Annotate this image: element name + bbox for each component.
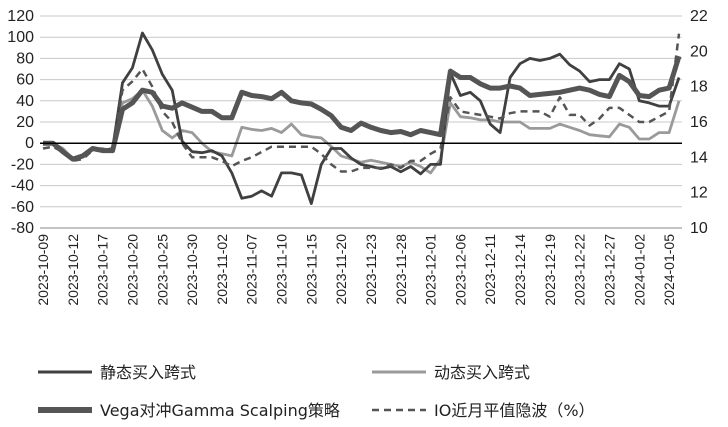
y-right-tick-label: 22 <box>690 8 708 25</box>
legend-label-io-iv: IO近月平值隐波（%） <box>434 401 595 420</box>
legend-label-static-straddle: 静态买入跨式 <box>100 363 196 382</box>
x-tick-label: 2023-12-01 <box>423 234 439 306</box>
y-axis-right: 10 12 14 16 18 20 22 <box>690 8 708 237</box>
legend-label-vega-gamma: Vega对冲Gamma Scalping策略 <box>100 401 340 420</box>
x-tick-label: 2023-10-09 <box>35 234 51 306</box>
x-tick-label: 2023-11-15 <box>303 234 319 305</box>
x-tick-label: 2023-10-30 <box>184 234 200 306</box>
x-tick-label: 2023-11-28 <box>393 234 409 305</box>
x-tick-label: 2024-01-02 <box>631 234 647 306</box>
dynamic-straddle-line <box>43 88 681 175</box>
y-left-tick-label: -60 <box>11 199 34 216</box>
y-right-tick-label: 16 <box>690 114 708 131</box>
y-right-tick-label: 18 <box>690 79 708 96</box>
x-tick-label: 2023-11-20 <box>333 234 349 305</box>
x-tick-label: 2023-12-19 <box>542 234 558 306</box>
y-axis-left: -80 -60 -40 -20 0 20 40 60 80 100 120 <box>7 8 34 237</box>
y-left-tick-label: -40 <box>11 178 34 195</box>
x-tick-label: 2023-12-27 <box>601 234 617 306</box>
x-tick-label: 2023-11-02 <box>214 234 230 305</box>
x-tick-label: 2023-11-23 <box>363 234 379 305</box>
y-left-tick-label: 80 <box>16 50 34 67</box>
y-left-tick-label: 60 <box>16 72 34 89</box>
y-left-tick-label: 100 <box>7 29 34 46</box>
y-right-tick-label: 14 <box>690 149 708 166</box>
x-tick-label: 2023-10-20 <box>124 234 140 306</box>
legend-item-vega-gamma: Vega对冲Gamma Scalping策略 <box>38 401 340 420</box>
x-tick-label: 2023-12-22 <box>572 234 588 306</box>
x-tick-label: 2023-12-14 <box>512 234 528 306</box>
x-tick-label: 2023-10-17 <box>95 234 111 306</box>
static-straddle-line <box>43 31 681 206</box>
y-left-tick-label: -80 <box>11 220 34 237</box>
x-tick-label: 2024-01-05 <box>661 234 677 306</box>
y-right-tick-label: 12 <box>690 185 708 202</box>
x-tick-label: 2023-10-25 <box>154 234 170 306</box>
series-layer <box>42 31 682 206</box>
y-left-tick-label: 20 <box>16 114 34 131</box>
y-left-tick-label: 120 <box>7 8 34 25</box>
y-right-tick-label: 20 <box>690 43 708 60</box>
vega-gamma-line <box>43 55 682 162</box>
legend-item-static-straddle: 静态买入跨式 <box>38 363 196 382</box>
legend-item-dynamic-straddle: 动态买入跨式 <box>372 363 530 382</box>
legend-item-io-iv: IO近月平值隐波（%） <box>372 401 595 420</box>
x-axis: 2023-10-09 2023-10-12 2023-10-17 2023-10-20… <box>35 227 682 306</box>
x-tick-label: 2023-11-07 <box>244 234 260 305</box>
x-tick-label: 2023-12-06 <box>452 234 468 306</box>
y-right-tick-label: 10 <box>690 220 708 237</box>
x-tick-label: 2023-12-11 <box>482 234 498 305</box>
legend-label-dynamic-straddle: 动态买入跨式 <box>434 363 530 382</box>
legend: 静态买入跨式 动态买入跨式 Vega对冲Gamma Scalping策略 IO近… <box>38 363 595 420</box>
y-left-tick-label: -20 <box>11 156 34 173</box>
x-tick-label: 2023-11-10 <box>274 234 290 305</box>
io-iv-line <box>42 33 681 173</box>
y-left-tick-label: 40 <box>16 93 34 110</box>
y-left-tick-label: 0 <box>25 135 34 152</box>
x-tick-label: 2023-10-12 <box>65 234 81 306</box>
